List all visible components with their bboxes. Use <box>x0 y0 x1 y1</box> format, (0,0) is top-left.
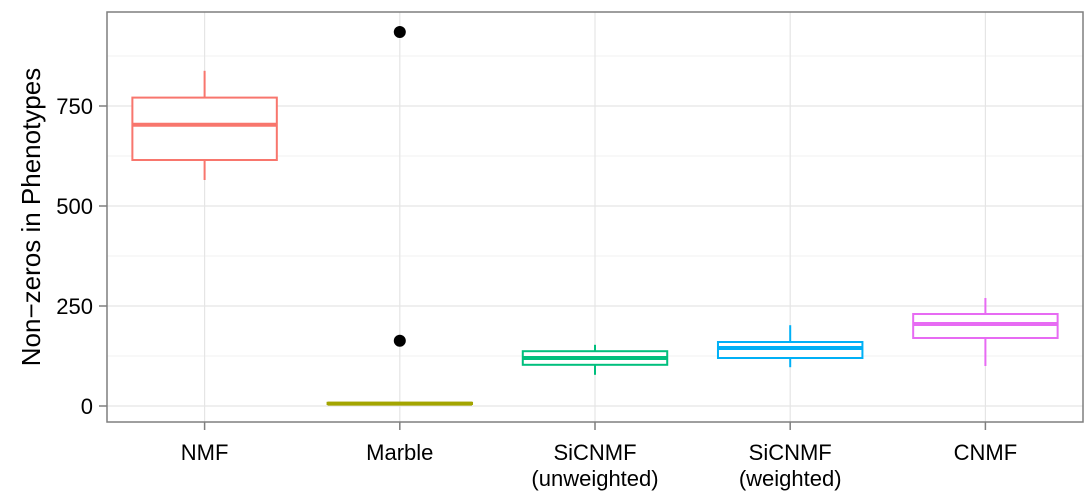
y-tick-label: 0 <box>81 394 93 419</box>
y-axis-ticks: 0 250 500 750 <box>56 94 107 419</box>
box-iqr <box>131 96 278 161</box>
box-3 <box>716 325 864 368</box>
x-tick-label: SiCNMF <box>749 440 832 465</box>
box-4 <box>912 298 1059 366</box>
x-tick-label: (weighted) <box>739 466 842 491</box>
box-0 <box>131 70 278 180</box>
outlier-point <box>393 26 406 38</box>
box-1 <box>326 26 474 406</box>
y-axis-title: Non−zeros in Phenotypes <box>16 68 46 366</box>
x-tick-label: CNMF <box>954 440 1018 465</box>
y-tick-label: 750 <box>56 94 93 119</box>
x-tick-label: (unweighted) <box>531 466 658 491</box>
x-tick-label: NMF <box>181 440 229 465</box>
box-2 <box>521 344 669 375</box>
y-tick-label: 500 <box>56 194 93 219</box>
x-tick-label: SiCNMF <box>553 440 636 465</box>
y-tick-label: 250 <box>56 294 93 319</box>
x-axis-ticks: NMF Marble SiCNMF(unweighted)SiCNMF(weight… <box>181 422 1017 491</box>
outlier-point <box>393 334 406 347</box>
boxes <box>131 26 1059 406</box>
x-tick-label: Marble <box>366 440 433 465</box>
